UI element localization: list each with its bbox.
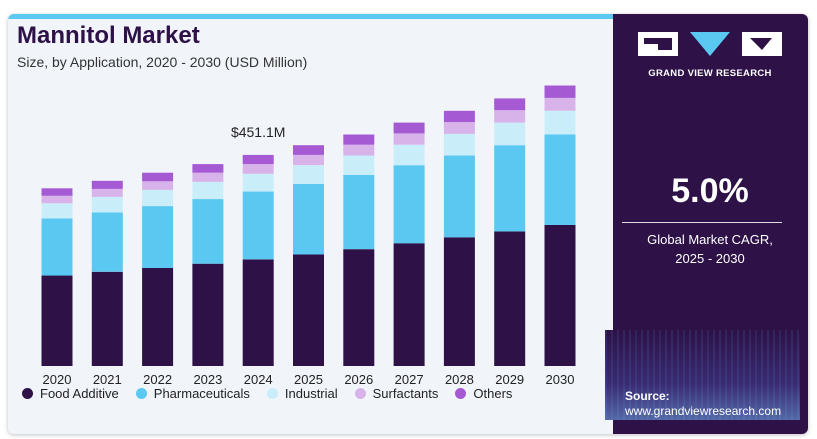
legend-item-food-additive: Food Additive — [22, 386, 119, 401]
bar-segment-surfactants-2024 — [242, 164, 274, 174]
accent-bar — [8, 14, 613, 19]
legend-item-surfactants: Surfactants — [354, 386, 439, 401]
bar-segment-food-additive-2030 — [544, 224, 576, 366]
x-tick-label-2029: 2029 — [495, 372, 524, 387]
bar-segment-surfactants-2021 — [91, 188, 123, 197]
legend-item-others: Others — [455, 386, 512, 401]
bar-segment-food-additive-2029 — [494, 231, 526, 366]
legend-swatch — [266, 388, 278, 399]
bar-segment-food-additive-2023 — [192, 263, 224, 366]
legend-label: Pharmaceuticals — [153, 386, 250, 401]
bar-segment-food-additive-2026 — [343, 249, 375, 366]
bar-segment-surfactants-2027 — [393, 133, 425, 145]
bar-segment-pharmaceuticals-2023 — [192, 199, 224, 264]
cagr-label-line2: 2025 - 2030 — [675, 251, 745, 266]
legend-swatch — [354, 388, 366, 399]
x-tick-label-2026: 2026 — [344, 372, 373, 387]
bar-segment-surfactants-2025 — [293, 154, 324, 166]
bar-segment-industrial-2021 — [91, 196, 123, 213]
legend-label: Others — [473, 386, 513, 401]
legend-swatch — [455, 388, 467, 399]
bar-segment-others-2028 — [443, 110, 475, 123]
bar-segment-pharmaceuticals-2021 — [91, 212, 123, 272]
x-tick-label-2023: 2023 — [193, 372, 222, 387]
bar-segment-pharmaceuticals-2024 — [242, 191, 274, 260]
bar-segment-pharmaceuticals-2028 — [443, 155, 475, 238]
bar-segment-pharmaceuticals-2025 — [293, 184, 324, 255]
bar-segment-surfactants-2022 — [142, 181, 174, 190]
bar-segment-others-2030 — [544, 85, 576, 98]
bar-segment-surfactants-2020 — [41, 195, 73, 204]
bar-segment-surfactants-2023 — [192, 172, 224, 182]
bar-segment-industrial-2022 — [142, 189, 174, 207]
bar-segment-industrial-2026 — [343, 155, 375, 175]
x-tick-label-2024: 2024 — [244, 372, 273, 387]
legend-label: Food Additive — [40, 386, 119, 401]
bar-segment-pharmaceuticals-2030 — [544, 134, 576, 225]
legend-swatch — [135, 388, 147, 399]
bar-segment-others-2029 — [494, 98, 526, 111]
bar-segment-surfactants-2029 — [494, 110, 526, 123]
chart-title: Mannitol Market — [17, 22, 200, 49]
bar-segment-food-additive-2020 — [41, 275, 73, 366]
legend-label: Industrial — [284, 386, 338, 401]
bar-segment-food-additive-2025 — [293, 254, 324, 366]
bar-segment-pharmaceuticals-2027 — [393, 165, 425, 244]
bar-segment-food-additive-2024 — [242, 259, 274, 366]
bar-segment-industrial-2023 — [192, 181, 224, 199]
bar-segment-industrial-2030 — [544, 110, 576, 135]
bar-segment-industrial-2028 — [443, 133, 475, 156]
bar-segment-pharmaceuticals-2020 — [41, 218, 73, 276]
source-url[interactable]: www.grandviewresearch.com — [625, 404, 782, 418]
bar-segment-others-2026 — [343, 134, 375, 145]
bar-segment-surfactants-2030 — [544, 97, 576, 111]
bar-segment-others-2024 — [242, 154, 274, 165]
cagr-label-line1: Global Market CAGR, — [647, 232, 773, 247]
bar-segment-industrial-2024 — [242, 173, 274, 192]
source-label: Source: — [625, 389, 670, 403]
bar-segment-industrial-2025 — [293, 165, 324, 184]
x-tick-label-2022: 2022 — [143, 372, 172, 387]
bar-segment-others-2027 — [393, 122, 425, 134]
bar-segment-surfactants-2028 — [443, 122, 475, 134]
chart-subtitle: Size, by Application, 2020 - 2030 (USD M… — [17, 54, 308, 70]
bar-segment-pharmaceuticals-2022 — [142, 206, 174, 268]
bar-segment-pharmaceuticals-2026 — [343, 174, 375, 250]
bar-segment-industrial-2020 — [41, 203, 73, 219]
legend-label: Surfactants — [372, 386, 439, 401]
bar-segment-food-additive-2027 — [393, 243, 425, 366]
legend-item-industrial: Industrial — [266, 386, 338, 401]
bar-segment-others-2022 — [142, 172, 174, 182]
bar-segment-industrial-2029 — [494, 122, 526, 146]
bar-segment-others-2021 — [91, 180, 123, 189]
bar-segment-others-2023 — [192, 164, 224, 173]
bar-segment-others-2020 — [41, 188, 73, 196]
legend-item-pharmaceuticals: Pharmaceuticals — [135, 386, 250, 401]
x-tick-label-2028: 2028 — [445, 372, 474, 387]
grand-view-research-logo — [638, 32, 782, 56]
chart-legend: Food Additive Pharmaceuticals Industrial… — [22, 386, 512, 401]
cagr-value: 5.0% — [671, 172, 749, 210]
bar-segment-others-2025 — [293, 145, 324, 155]
decorative-wave — [605, 330, 800, 420]
bar-segment-industrial-2027 — [393, 144, 425, 166]
legend-swatch — [22, 388, 33, 399]
bar-segment-pharmaceuticals-2029 — [494, 145, 526, 232]
divider — [622, 222, 782, 223]
cagr-label: Global Market CAGR, 2025 - 2030 — [620, 230, 800, 268]
bar-segment-surfactants-2026 — [343, 144, 375, 156]
bar-segment-food-additive-2021 — [91, 271, 123, 366]
x-tick-label-2020: 2020 — [43, 372, 72, 387]
bar-segment-food-additive-2022 — [142, 268, 174, 366]
x-tick-label-2030: 2030 — [546, 372, 575, 387]
stacked-bar-chart: 2020 2021 2022 2023 2024 $451.1M 2025 2026 2027 2… — [41, 85, 576, 387]
bar-annotation-label: $451.1M — [231, 124, 285, 140]
x-tick-label-2021: 2021 — [93, 372, 122, 387]
bar-segment-food-additive-2028 — [443, 237, 475, 366]
brand-name: GRAND VIEW RESEARCH — [648, 68, 772, 79]
x-tick-label-2027: 2027 — [395, 372, 424, 387]
x-tick-label-2025: 2025 — [294, 372, 323, 387]
